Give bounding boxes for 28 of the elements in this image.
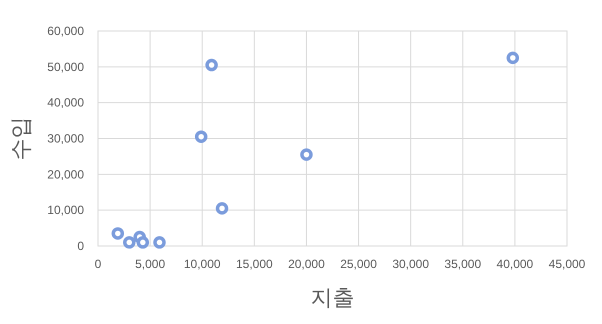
point: [205, 58, 218, 72]
x-tick-label: 45,000: [548, 257, 586, 271]
point: [194, 130, 208, 143]
x-tick-label: 15,000: [236, 257, 274, 271]
y-axis-title: 수입: [8, 116, 33, 160]
y-tick-label: 10,000: [47, 203, 84, 218]
point: [153, 236, 166, 249]
y-tick-label: 60,000: [47, 24, 84, 38]
point: [506, 52, 520, 64]
x-tick-label: 40,000: [496, 257, 534, 271]
x-tick-label: 5,000: [135, 257, 166, 271]
y-tick-label: 40,000: [47, 96, 84, 110]
x-tick-label: 0: [94, 257, 102, 271]
x-tick-label: 30,000: [392, 257, 430, 271]
point: [300, 148, 313, 161]
x-tick-label: 20,000: [288, 257, 326, 271]
y-tick-label: 50,000: [47, 60, 84, 74]
y-tick-label: 20,000: [47, 167, 84, 182]
x-tick-label: 25,000: [340, 257, 378, 271]
point: [112, 227, 124, 240]
x-axis-title: 지출: [310, 285, 354, 310]
x-tick-label: 35,000: [444, 257, 482, 271]
y-tick-label: 0: [77, 239, 84, 253]
point: [136, 236, 150, 249]
point: [123, 236, 136, 249]
y-tick-label: 30,000: [47, 132, 84, 146]
point: [216, 202, 228, 215]
x-tick-label: 10,000: [184, 257, 221, 271]
